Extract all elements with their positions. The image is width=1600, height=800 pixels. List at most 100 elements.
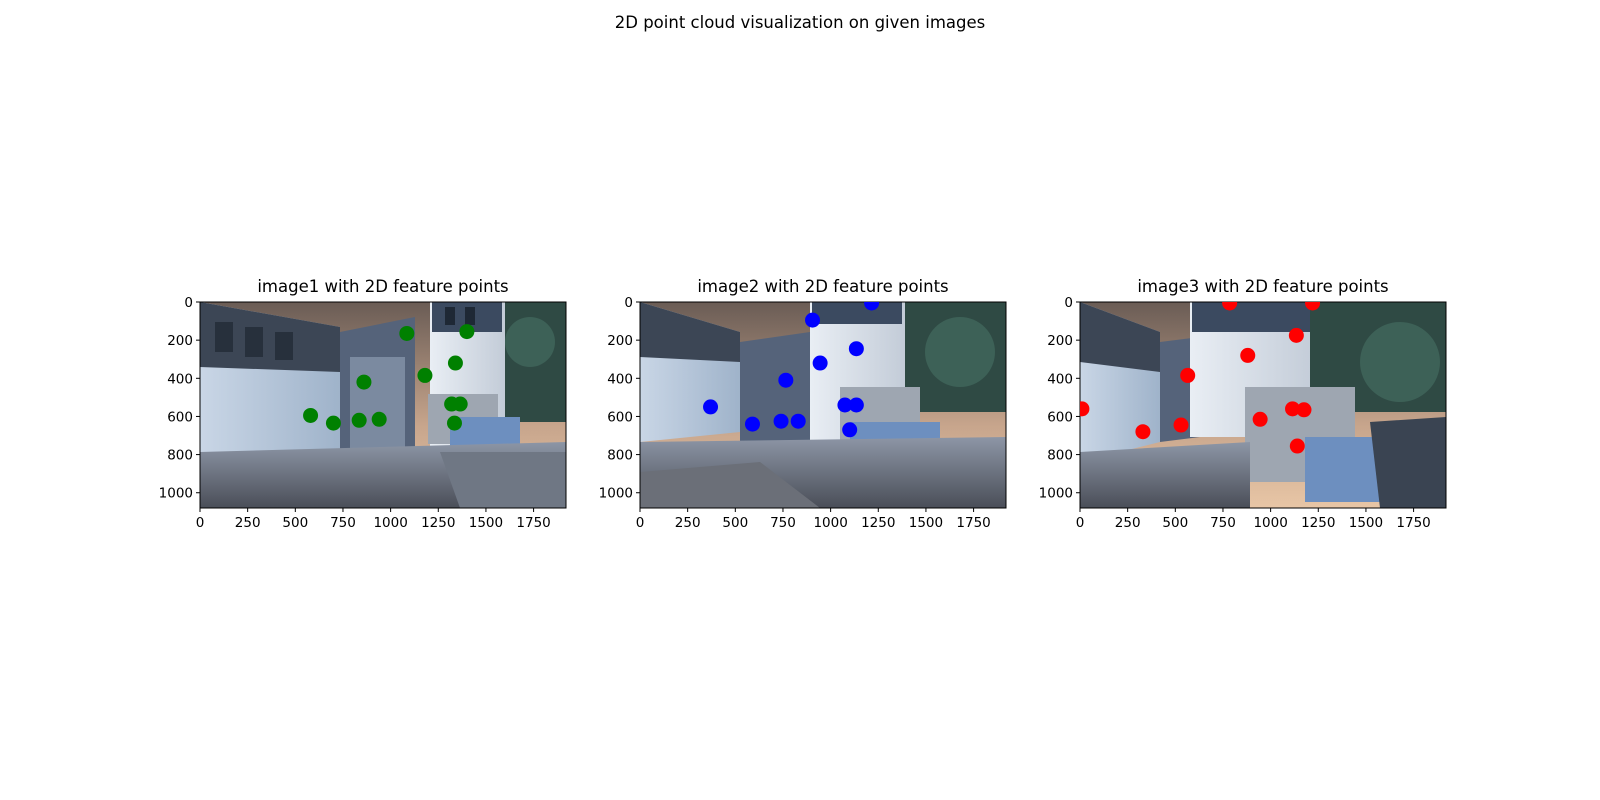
subplot-3: image3 with 2D feature points 0 250 500 750… bbox=[1039, 277, 1447, 531]
y-tick-label: 1000 bbox=[599, 486, 633, 502]
y-tick-label: 1000 bbox=[1039, 486, 1073, 502]
subplot-2-yticks: 0 200 400 600 800 1000 bbox=[599, 295, 640, 502]
y-tick-label: 400 bbox=[1047, 371, 1073, 387]
feature-point bbox=[1252, 411, 1268, 427]
feature-point bbox=[1285, 401, 1301, 417]
x-tick-label: 250 bbox=[1115, 515, 1141, 531]
y-tick-label: 600 bbox=[167, 409, 193, 425]
feature-point bbox=[864, 302, 880, 311]
subplot-1-title: image1 with 2D feature points bbox=[257, 277, 508, 296]
feature-point bbox=[446, 415, 462, 431]
x-tick-label: 1250 bbox=[421, 515, 455, 531]
feature-point bbox=[1296, 402, 1312, 418]
feature-point bbox=[790, 413, 806, 429]
y-tick-label: 800 bbox=[1047, 448, 1073, 464]
x-tick-label: 1000 bbox=[1253, 515, 1287, 531]
y-tick-label: 400 bbox=[607, 371, 633, 387]
x-tick-label: 1750 bbox=[956, 515, 990, 531]
subplot-3-yticks: 0 200 400 600 800 1000 bbox=[1039, 295, 1080, 502]
subplot-1-points bbox=[303, 324, 475, 431]
subplot-3-title: image3 with 2D feature points bbox=[1137, 277, 1388, 296]
x-tick-label: 1500 bbox=[469, 515, 503, 531]
feature-point bbox=[848, 341, 864, 357]
x-tick-label: 1250 bbox=[1301, 515, 1335, 531]
feature-point bbox=[325, 415, 341, 431]
x-tick-label: 1250 bbox=[861, 515, 895, 531]
feature-point bbox=[837, 397, 853, 413]
y-tick-label: 200 bbox=[607, 333, 633, 349]
subplot-3-points bbox=[1080, 302, 1321, 454]
y-tick-label: 0 bbox=[624, 295, 633, 311]
feature-point bbox=[371, 411, 387, 427]
subplot-2-xticks: 0 250 500 750 1000 1250 1500 1750 bbox=[636, 508, 991, 531]
feature-point bbox=[703, 399, 719, 415]
feature-point bbox=[1289, 438, 1305, 454]
x-tick-label: 250 bbox=[235, 515, 261, 531]
x-tick-label: 1500 bbox=[1349, 515, 1383, 531]
subplot-2-frame bbox=[639, 301, 1007, 509]
feature-point bbox=[1305, 302, 1321, 311]
subplot-2-points bbox=[703, 302, 880, 438]
feature-point bbox=[842, 422, 858, 438]
subplot-3-xticks: 0 250 500 750 1000 1250 1500 1750 bbox=[1076, 508, 1431, 531]
x-tick-label: 1500 bbox=[909, 515, 943, 531]
feature-point bbox=[356, 374, 372, 390]
axes-border bbox=[639, 301, 1007, 509]
feature-point bbox=[303, 407, 319, 423]
feature-point bbox=[399, 325, 415, 341]
subplot-2-title: image2 with 2D feature points bbox=[697, 277, 948, 296]
feature-point bbox=[805, 312, 821, 328]
x-tick-label: 0 bbox=[196, 515, 205, 531]
y-tick-label: 600 bbox=[607, 409, 633, 425]
subplot-2: image2 with 2D feature points 0 250 500 750… bbox=[599, 277, 1007, 531]
y-tick-label: 600 bbox=[1047, 409, 1073, 425]
figure-suptitle: 2D point cloud visualization on given im… bbox=[615, 13, 985, 32]
x-tick-label: 750 bbox=[330, 515, 356, 531]
feature-point bbox=[1173, 417, 1189, 433]
feature-point bbox=[351, 412, 367, 428]
feature-point bbox=[1080, 401, 1090, 417]
x-tick-label: 500 bbox=[282, 515, 308, 531]
feature-point bbox=[1180, 367, 1196, 383]
y-tick-label: 800 bbox=[167, 448, 193, 464]
y-tick-label: 400 bbox=[167, 371, 193, 387]
y-tick-label: 0 bbox=[184, 295, 193, 311]
x-tick-label: 500 bbox=[722, 515, 748, 531]
feature-point bbox=[1288, 327, 1304, 343]
x-tick-label: 500 bbox=[1162, 515, 1188, 531]
x-tick-label: 1000 bbox=[813, 515, 847, 531]
subplot-1-xticks: 0 250 500 750 1000 1250 1500 1750 bbox=[196, 508, 551, 531]
feature-point bbox=[778, 372, 794, 388]
subplot-1-frame bbox=[199, 301, 567, 509]
y-tick-label: 1000 bbox=[159, 486, 193, 502]
feature-point bbox=[848, 397, 864, 413]
y-tick-label: 200 bbox=[167, 333, 193, 349]
x-tick-label: 0 bbox=[1076, 515, 1085, 531]
feature-point bbox=[452, 396, 468, 412]
subplot-1-yticks: 0 200 400 600 800 1000 bbox=[159, 295, 200, 502]
x-tick-label: 1750 bbox=[1396, 515, 1430, 531]
y-tick-label: 200 bbox=[1047, 333, 1073, 349]
feature-point bbox=[459, 324, 475, 340]
x-tick-label: 0 bbox=[636, 515, 645, 531]
feature-point bbox=[744, 416, 760, 432]
axes-border bbox=[199, 301, 567, 509]
feature-point bbox=[447, 355, 463, 371]
x-tick-label: 750 bbox=[1210, 515, 1236, 531]
subplot-1: image1 with 2D feature points bbox=[159, 277, 567, 531]
feature-point bbox=[1222, 302, 1238, 311]
x-tick-label: 250 bbox=[675, 515, 701, 531]
feature-point bbox=[417, 367, 433, 383]
scene-image-3 bbox=[1080, 302, 1446, 508]
x-tick-label: 1000 bbox=[373, 515, 407, 531]
feature-point bbox=[773, 413, 789, 429]
y-tick-label: 800 bbox=[607, 448, 633, 464]
x-tick-label: 750 bbox=[770, 515, 796, 531]
scene-image-2 bbox=[640, 302, 1006, 508]
feature-point bbox=[1135, 424, 1151, 440]
feature-point bbox=[1240, 347, 1256, 363]
y-tick-label: 0 bbox=[1064, 295, 1073, 311]
scene-image-1 bbox=[200, 302, 566, 508]
x-tick-label: 1750 bbox=[516, 515, 550, 531]
